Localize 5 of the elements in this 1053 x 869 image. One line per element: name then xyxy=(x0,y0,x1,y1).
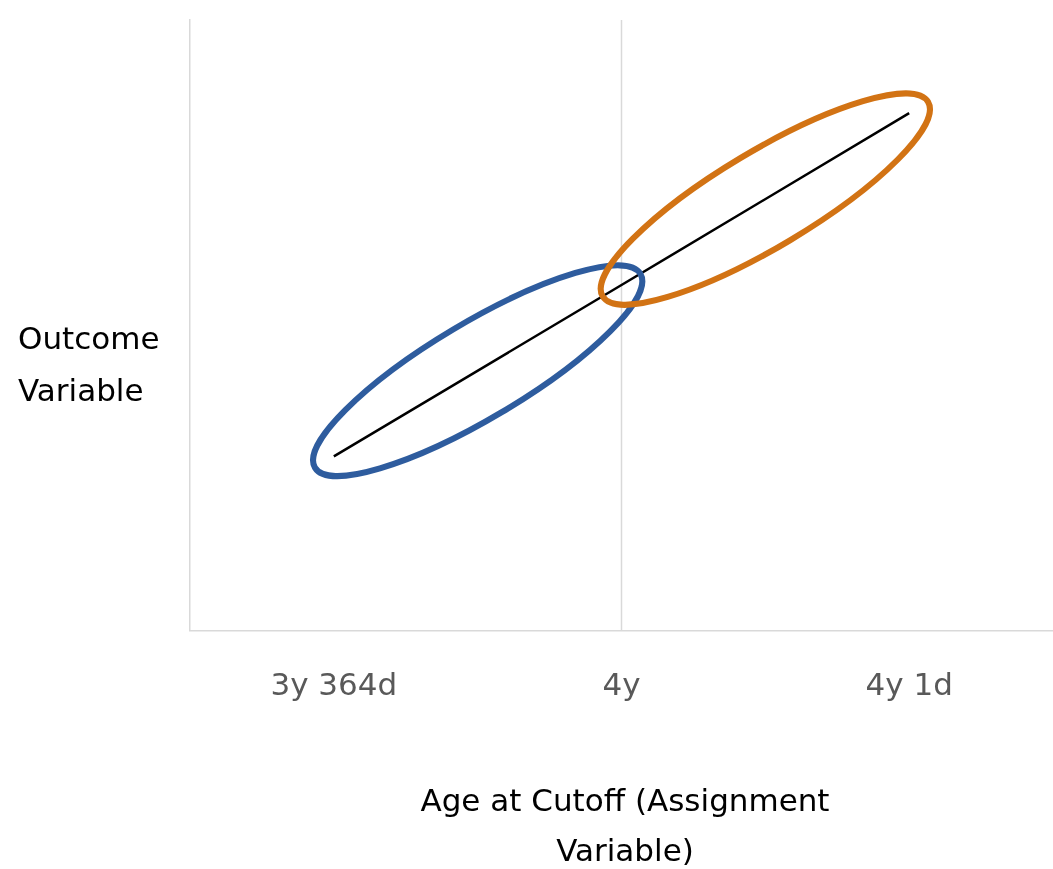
x-tick-label: 4y 1d xyxy=(865,666,953,703)
x-tick-label: 4y xyxy=(602,666,641,703)
y-axis-title: Outcome Variable xyxy=(18,319,161,410)
x-tick-label: 3y 364d xyxy=(270,666,398,703)
x-axis-title: Age at Cutoff (Assignment Variable) xyxy=(420,781,830,869)
